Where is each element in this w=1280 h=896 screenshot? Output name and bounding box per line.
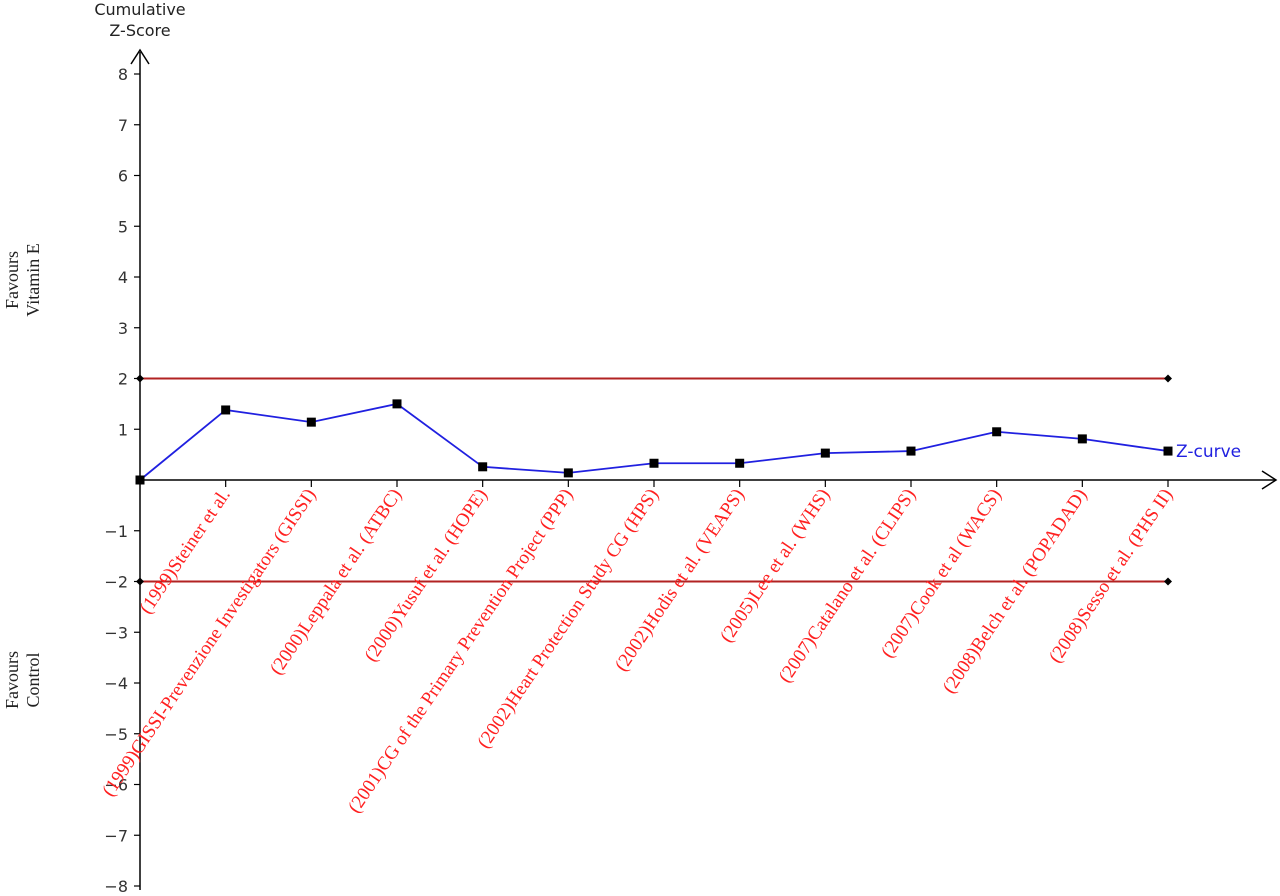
side-annotation: Vitamin E [23,243,43,316]
data-point [1163,446,1173,456]
x-tick-label: (1999)Steiner et al. [136,485,235,618]
series-label: Z-curve [1176,442,1241,462]
data-point [563,468,573,478]
data-point [1077,434,1087,444]
y-tick-label: −6 [104,776,128,795]
y-tick-label: 5 [118,217,128,236]
y-axis-title: Z-Score [109,21,170,40]
data-point [906,446,916,456]
x-tick-label: (2008)Belch et al. (POPADAD) [939,485,1092,697]
y-axis-title: Cumulative [94,0,185,19]
side-annotation: Favours [2,651,22,709]
y-tick-label: 1 [118,420,128,439]
data-point [392,399,402,409]
y-tick-label: −8 [104,877,128,896]
y-tick-label: 2 [118,370,128,389]
y-tick-label: 3 [118,319,128,338]
y-tick-label: 6 [118,167,128,186]
y-axis-arrow [130,48,150,65]
data-point [992,427,1002,437]
x-axis-arrow [1261,470,1278,490]
y-tick-label: 4 [118,268,128,287]
data-point [135,475,145,485]
y-tick-label: −3 [104,623,128,642]
boundary-end-marker [1164,577,1172,586]
y-tick-label: 8 [118,65,128,84]
data-point [735,458,745,468]
y-tick-label: −2 [104,573,128,592]
z-curve-line [139,402,1169,481]
y-tick-label: 7 [118,116,128,135]
boundary-end-marker [136,374,144,383]
y-tick-label: −7 [104,826,128,845]
boundary-end-marker [136,577,144,586]
boundary-end-marker [1164,374,1172,383]
x-tick-label: (2002)Heart Protection Study CG (HPS) [473,485,663,752]
data-point [221,405,231,415]
data-point [820,448,830,458]
side-annotation: Control [23,652,43,707]
data-point [649,458,659,468]
data-point [478,462,488,472]
side-annotation: Favours [2,251,22,309]
y-tick-label: −4 [104,674,128,693]
data-point [306,417,316,427]
y-tick-label: −1 [104,522,128,541]
y-tick-label: −5 [104,725,128,744]
